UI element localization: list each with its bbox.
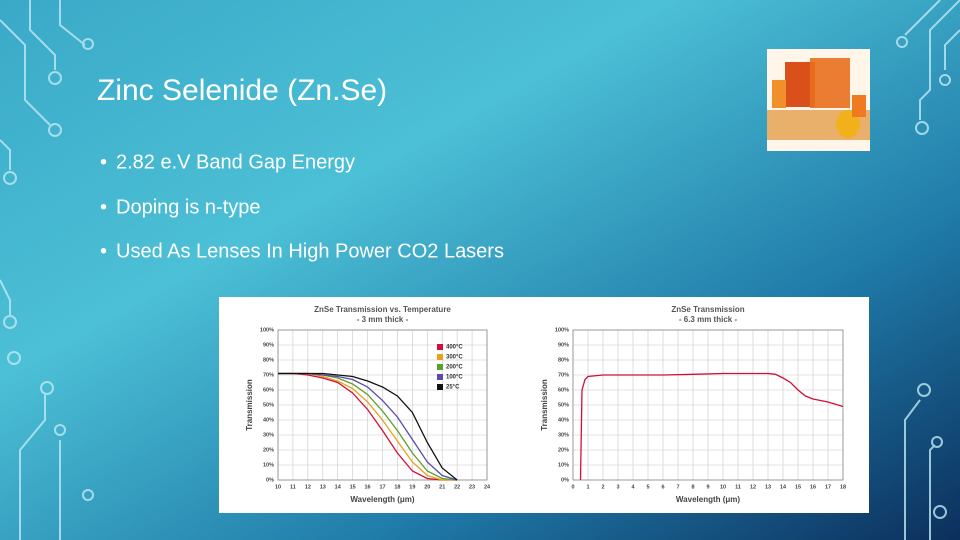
legend-swatch: [437, 344, 443, 350]
x-tick-label: 17: [825, 484, 831, 490]
y-tick-label: 30%: [558, 432, 569, 438]
bullet-list: • 2.82 e.V Band Gap Energy • Doping is n…: [100, 151, 504, 262]
x-tick-label: 16: [810, 484, 816, 490]
x-tick-label: 12: [750, 484, 756, 490]
legend-label: 25°C: [446, 385, 460, 391]
bullet-marker: •: [100, 151, 107, 173]
x-tick-label: 1: [586, 484, 589, 490]
x-axis-label: Wavelength (μm): [676, 495, 740, 504]
legend-label: 400°C: [446, 345, 463, 351]
x-tick-label: 13: [765, 484, 771, 490]
x-tick-label: 14: [780, 484, 787, 490]
y-tick-label: 50%: [558, 402, 569, 408]
x-tick-label: 19: [409, 484, 415, 490]
x-tick-label: 0: [571, 484, 574, 490]
legend-label: 200°C: [446, 365, 463, 371]
y-tick-label: 0%: [561, 477, 569, 483]
y-tick-label: 70%: [263, 372, 274, 378]
y-tick-label: 10%: [558, 462, 569, 468]
series-line: [579, 372, 844, 481]
bullet: 2.82 e.V Band Gap Energy: [116, 151, 355, 173]
chart-subtitle: - 3 mm thick -: [357, 315, 409, 324]
x-tick-label: 13: [320, 484, 326, 490]
y-tick-label: 30%: [263, 432, 274, 438]
legend-label: 100°C: [446, 375, 463, 381]
y-tick-label: 60%: [263, 387, 274, 393]
x-tick-label: 4: [631, 484, 635, 490]
x-tick-label: 11: [290, 484, 296, 490]
y-tick-label: 40%: [263, 417, 274, 423]
x-tick-label: 23: [469, 484, 475, 490]
x-tick-label: 10: [720, 484, 726, 490]
legend-swatch: [437, 374, 443, 380]
chart-title: ZnSe Transmission: [671, 305, 744, 314]
x-tick-label: 11: [735, 484, 741, 490]
x-tick-label: 8: [691, 484, 694, 490]
x-tick-label: 16: [365, 484, 371, 490]
y-tick-label: 80%: [263, 357, 274, 363]
chart-title: ZnSe Transmission vs. Temperature: [314, 305, 451, 314]
slide-title: Zinc Selenide (Zn.Se): [97, 74, 387, 107]
legend-swatch: [437, 354, 443, 360]
x-tick-label: 15: [350, 484, 356, 490]
x-tick-label: 18: [840, 484, 846, 490]
crystal-photo: [767, 49, 870, 151]
x-tick-label: 22: [454, 484, 460, 490]
chart-subtitle: - 6.3 mm thick -: [679, 315, 738, 324]
y-axis-label: Transmission: [540, 379, 549, 431]
y-tick-label: 70%: [558, 372, 569, 378]
y-tick-label: 90%: [558, 342, 569, 348]
y-tick-label: 90%: [263, 342, 274, 348]
charts: ZnSe Transmission vs. Temperature- 3 mm …: [245, 305, 846, 504]
x-tick-label: 9: [706, 484, 709, 490]
plot-frame: [572, 329, 844, 481]
y-tick-label: 0%: [266, 477, 274, 483]
x-tick-label: 15: [795, 484, 801, 490]
x-tick-label: 17: [379, 484, 385, 490]
y-tick-label: 20%: [263, 447, 274, 453]
x-tick-label: 3: [616, 484, 619, 490]
x-tick-label: 5: [646, 484, 649, 490]
y-tick-label: 50%: [263, 402, 274, 408]
x-tick-label: 18: [394, 484, 400, 490]
x-tick-label: 10: [275, 484, 281, 490]
x-tick-label: 6: [661, 484, 664, 490]
bullet-marker: •: [100, 240, 107, 262]
x-tick-label: 21: [439, 484, 445, 490]
x-tick-label: 2: [601, 484, 604, 490]
y-tick-label: 100%: [260, 327, 274, 333]
y-axis-label: Transmission: [245, 379, 254, 431]
legend-swatch: [437, 364, 443, 370]
y-tick-label: 60%: [558, 387, 569, 393]
plot-frame: [277, 329, 488, 481]
legend-label: 300°C: [446, 355, 463, 361]
x-tick-label: 20: [424, 484, 430, 490]
y-tick-label: 20%: [558, 447, 569, 453]
y-tick-label: 10%: [263, 462, 274, 468]
x-tick-label: 14: [335, 484, 342, 490]
series-line: [278, 372, 458, 481]
bullet-marker: •: [100, 196, 107, 218]
x-axis-label: Wavelength (μm): [350, 495, 414, 504]
y-tick-label: 100%: [555, 327, 569, 333]
series-line: [278, 372, 458, 481]
bullet: Used As Lenses In High Power CO2 Lasers: [116, 240, 504, 262]
bullet: Doping is n-type: [116, 196, 261, 218]
x-tick-label: 7: [676, 484, 679, 490]
y-tick-label: 40%: [558, 417, 569, 423]
x-tick-label: 24: [484, 484, 491, 490]
y-tick-label: 80%: [558, 357, 569, 363]
legend-swatch: [437, 384, 443, 390]
x-tick-label: 12: [305, 484, 311, 490]
